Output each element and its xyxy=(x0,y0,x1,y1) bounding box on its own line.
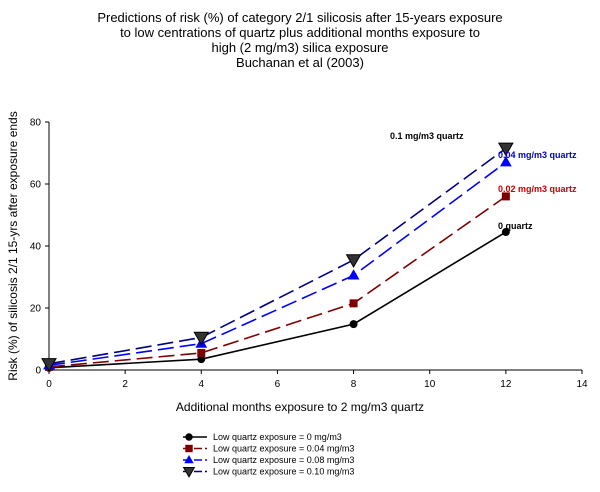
title-line-2: to low centrations of quartz plus additi… xyxy=(120,25,480,40)
series-line-3 xyxy=(48,147,507,365)
legend-marker-2 xyxy=(184,454,194,464)
data-point-2-2 xyxy=(347,269,360,280)
annotation-0-02-quartz: 0.02 mg/m3 quartz xyxy=(498,184,577,194)
legend-marker-3 xyxy=(182,467,196,478)
y-tick-label-20: 20 xyxy=(30,304,42,315)
data-point-3-3 xyxy=(497,142,514,157)
annotations: 0.1 mg/m3 quartz 0.04 mg/m3 quartz 0.02 … xyxy=(390,131,577,231)
series-line-2 xyxy=(48,161,507,367)
legend-label-2: Low quartz exposure = 0.08 mg/m3 xyxy=(213,455,354,465)
data-point-0-3 xyxy=(501,228,510,237)
series-low-quartz-exposure-0-04-mg-m3 xyxy=(45,192,510,371)
annotation-0-1-quartz: 0.1 mg/m3 quartz xyxy=(390,131,464,141)
legend-item-3: Low quartz exposure = 0.10 mg/m3 xyxy=(182,467,354,478)
data-point-3-1 xyxy=(193,331,210,346)
chart-title: Predictions of risk (%) of category 2/1 … xyxy=(97,10,502,70)
series-low-quartz-exposure-0-08-mg-m3 xyxy=(43,156,512,370)
data-point-3-0 xyxy=(41,358,57,372)
x-tick-label-14: 14 xyxy=(576,379,588,390)
annotation-0-quartz: 0 quartz xyxy=(498,221,533,231)
legend: Low quartz exposure = 0 mg/m3 Low quartz … xyxy=(182,432,354,478)
legend-item-0: Low quartz exposure = 0 mg/m3 xyxy=(183,432,342,442)
series-low-quartz-exposure-0-mg-m3 xyxy=(45,228,510,372)
x-tick-label-0: 0 xyxy=(46,379,52,390)
x-axis-label: Additional months exposure to 2 mg/m3 qu… xyxy=(176,400,424,414)
y-tick-label-0: 0 xyxy=(35,366,41,377)
y-axis-ticks: 0 20 40 60 80 xyxy=(30,118,49,377)
legend-label-1: Low quartz exposure = 0.04 mg/m3 xyxy=(213,444,354,454)
data-point-1-1 xyxy=(197,348,206,357)
x-axis-ticks: 0 2 4 6 8 10 12 14 xyxy=(46,370,588,390)
title-line-1: Predictions of risk (%) of category 2/1 … xyxy=(97,10,502,25)
data-point-3-2 xyxy=(345,254,362,268)
legend-marker-0 xyxy=(185,433,193,441)
y-tick-label-60: 60 xyxy=(30,180,42,191)
y-axis-label: Risk (%) of silicosis 2/1 15-yrs after e… xyxy=(6,111,20,380)
title-line-4: Buchanan et al (2003) xyxy=(236,55,364,70)
legend-marker-1 xyxy=(185,444,193,453)
series-line-0 xyxy=(48,231,507,369)
legend-item-2: Low quartz exposure = 0.08 mg/m3 xyxy=(183,454,354,465)
title-line-3: high (2 mg/m3) silica exposure xyxy=(211,40,388,55)
data-point-1-3 xyxy=(501,192,510,201)
legend-label-3: Low quartz exposure = 0.10 mg/m3 xyxy=(213,467,354,477)
x-tick-label-10: 10 xyxy=(424,379,436,390)
x-tick-label-6: 6 xyxy=(275,379,281,390)
data-point-0-2 xyxy=(349,320,358,329)
data-point-1-2 xyxy=(349,299,358,308)
legend-item-1: Low quartz exposure = 0.04 mg/m3 xyxy=(183,444,354,454)
series-low-quartz-exposure-0-10-mg-m3 xyxy=(41,142,514,372)
y-tick-label-80: 80 xyxy=(30,118,42,129)
data-point-2-3 xyxy=(499,156,512,167)
legend-label-0: Low quartz exposure = 0 mg/m3 xyxy=(213,432,342,442)
y-tick-label-40: 40 xyxy=(30,242,42,253)
x-tick-label-2: 2 xyxy=(122,379,128,390)
series-line-1 xyxy=(48,195,507,368)
plot-area: 0 2 4 6 8 10 12 14 0 20 40 60 80 xyxy=(30,118,588,391)
x-tick-label-8: 8 xyxy=(351,379,357,390)
annotation-0-04-quartz: 0.04 mg/m3 quartz xyxy=(498,150,577,160)
x-tick-label-4: 4 xyxy=(199,379,205,390)
series-layer xyxy=(41,142,514,372)
x-tick-label-12: 12 xyxy=(500,379,512,390)
